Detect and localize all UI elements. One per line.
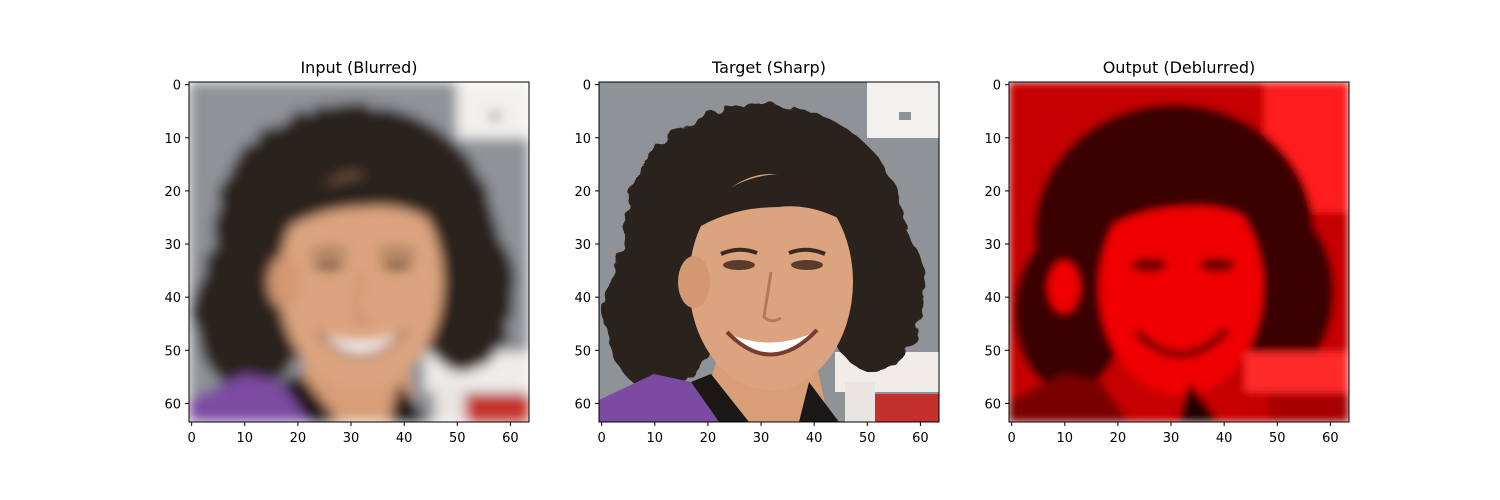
x-tick-label: 20 — [1110, 431, 1127, 446]
y-axis: 0 10 20 30 40 50 60 — [984, 79, 1009, 412]
panel-title: Target (Sharp) — [711, 58, 826, 77]
y-tick-label: 50 — [164, 344, 181, 359]
y-tick-label: 30 — [574, 238, 591, 253]
x-tick-label: 30 — [1163, 431, 1180, 446]
x-tick-label: 60 — [502, 431, 519, 446]
y-tick-label: 60 — [164, 397, 181, 412]
x-axis: 0 10 20 30 40 50 60 — [1008, 422, 1339, 446]
x-tick-label: 10 — [647, 431, 664, 446]
y-tick-label: 0 — [173, 79, 181, 94]
y-tick-label: 40 — [164, 291, 181, 306]
y-axis: 0 10 20 30 40 50 60 — [574, 79, 599, 412]
x-tick-label: 60 — [1322, 431, 1339, 446]
y-tick-label: 10 — [984, 132, 1001, 147]
x-axis: 0 10 20 30 40 50 60 — [188, 422, 519, 446]
y-tick-label: 0 — [583, 79, 591, 94]
y-tick-label: 30 — [164, 238, 181, 253]
x-tick-label: 0 — [188, 431, 196, 446]
x-axis: 0 10 20 30 40 50 60 — [598, 422, 929, 446]
x-tick-label: 40 — [1216, 431, 1233, 446]
deblurred-face-image — [1009, 82, 1349, 422]
x-tick-label: 60 — [912, 431, 929, 446]
panel-title: Output (Deblurred) — [1103, 58, 1256, 77]
y-axis: 0 10 20 30 40 50 60 — [164, 79, 189, 412]
panel-input: Input (Blurred) 0 10 20 30 40 50 60 0 10 20 30 40 5… — [164, 58, 530, 446]
x-tick-label: 0 — [598, 431, 606, 446]
panel-target: Target (Sharp) 0 10 20 30 40 50 60 0 10 20 30 40 50… — [574, 58, 940, 446]
x-tick-label: 50 — [449, 431, 466, 446]
y-tick-label: 0 — [993, 79, 1001, 94]
y-tick-label: 10 — [164, 132, 181, 147]
x-tick-label: 10 — [1057, 431, 1074, 446]
y-tick-label: 40 — [574, 291, 591, 306]
y-tick-label: 20 — [164, 185, 181, 200]
y-tick-label: 20 — [574, 185, 591, 200]
x-tick-label: 40 — [806, 431, 823, 446]
axes-frame — [1008, 81, 1350, 423]
y-tick-label: 30 — [984, 238, 1001, 253]
y-tick-label: 40 — [984, 291, 1001, 306]
y-tick-label: 10 — [574, 132, 591, 147]
x-tick-label: 50 — [859, 431, 876, 446]
axes-frame — [188, 81, 530, 423]
x-tick-label: 20 — [700, 431, 717, 446]
x-tick-label: 0 — [1008, 431, 1016, 446]
panel-output: Output (Deblurred) — [984, 58, 1350, 446]
x-tick-label: 20 — [290, 431, 307, 446]
y-tick-label: 50 — [574, 344, 591, 359]
y-tick-label: 50 — [984, 344, 1001, 359]
axes-frame — [598, 81, 940, 423]
y-tick-label: 60 — [574, 397, 591, 412]
sharp-face-image — [599, 82, 939, 422]
x-tick-label: 40 — [396, 431, 413, 446]
blurred-face-image — [189, 82, 529, 422]
x-tick-label: 30 — [343, 431, 360, 446]
x-tick-label: 10 — [237, 431, 254, 446]
panel-title: Input (Blurred) — [300, 58, 417, 77]
y-tick-label: 60 — [984, 397, 1001, 412]
y-tick-label: 20 — [984, 185, 1001, 200]
x-tick-label: 50 — [1269, 431, 1286, 446]
x-tick-label: 30 — [753, 431, 770, 446]
